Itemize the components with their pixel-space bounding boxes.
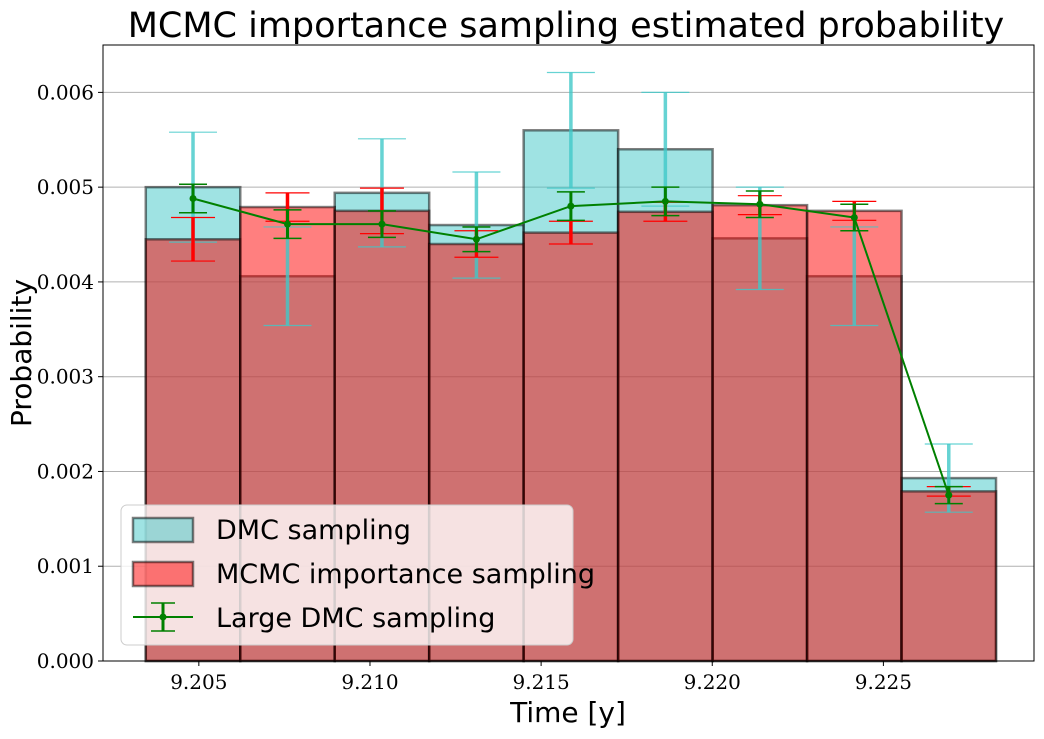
legend-label-mcmc: MCMC importance sampling bbox=[216, 559, 595, 590]
line-series-layer bbox=[179, 183, 963, 505]
mcmc-bar bbox=[616, 210, 714, 663]
large-dmc-point bbox=[567, 202, 575, 210]
legend: DMC sampling MCMC importance sampling La… bbox=[120, 504, 595, 646]
x-tick-label: 9.225 bbox=[855, 670, 912, 694]
x-tick-label: 9.205 bbox=[170, 670, 227, 694]
legend-line-large-dmc bbox=[133, 602, 193, 632]
large-dmc-point bbox=[283, 220, 291, 228]
y-tick-label: 0.004 bbox=[37, 270, 94, 294]
large-dmc-point bbox=[850, 213, 858, 221]
mcmc-bar bbox=[900, 490, 998, 663]
x-tick-label: 9.220 bbox=[684, 670, 741, 694]
y-tick-label: 0.005 bbox=[37, 175, 94, 199]
axis-ticks: 0.000 0.001 0.002 0.003 0.004 0.005 0.006 9.205… bbox=[37, 80, 912, 694]
legend-label-large-dmc: Large DMC sampling bbox=[216, 603, 495, 634]
y-tick-label: 0.000 bbox=[37, 649, 94, 673]
large-dmc-point bbox=[378, 220, 386, 228]
y-axis-label: Probability bbox=[5, 279, 38, 427]
x-tick-label: 9.215 bbox=[512, 670, 569, 694]
legend-point-marker bbox=[159, 613, 167, 621]
large-dmc-point bbox=[945, 491, 953, 499]
y-tick-label: 0.002 bbox=[37, 459, 94, 483]
large-dmc-point bbox=[189, 195, 197, 203]
large-dmc-point bbox=[472, 235, 480, 243]
x-tick-label: 9.210 bbox=[341, 670, 398, 694]
y-tick-label: 0.003 bbox=[37, 365, 94, 389]
chart-title: MCMC importance sampling estimated proba… bbox=[128, 6, 1005, 46]
y-tick-label: 0.006 bbox=[37, 80, 94, 104]
plot-frame bbox=[102, 44, 1035, 662]
legend-label-dmc: DMC sampling bbox=[216, 515, 411, 546]
y-tick-label: 0.001 bbox=[37, 554, 94, 578]
legend-swatch-dmc bbox=[131, 516, 195, 544]
large-dmc-point bbox=[756, 200, 764, 208]
large-dmc-point bbox=[661, 197, 669, 205]
x-axis-label: Time [y] bbox=[509, 696, 626, 729]
legend-box bbox=[120, 504, 574, 646]
legend-swatch-mcmc bbox=[131, 560, 195, 588]
